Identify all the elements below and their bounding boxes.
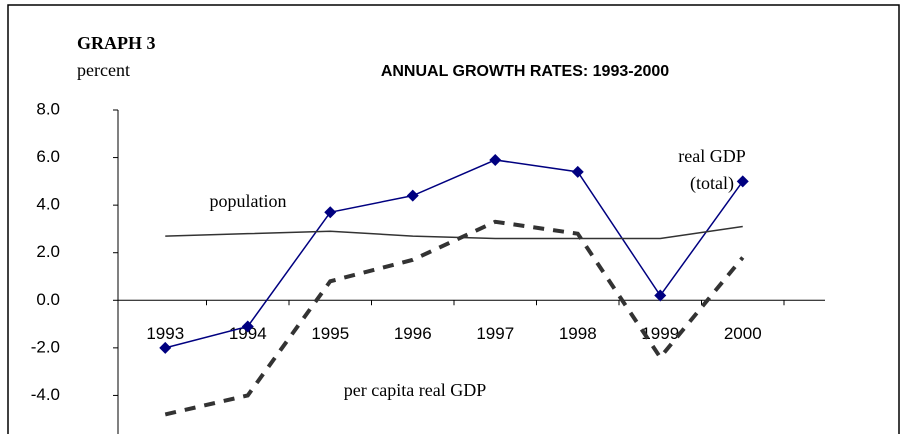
y-tick-label: 6.0 <box>36 147 60 166</box>
y-tick-label: -2.0 <box>31 337 60 356</box>
data-point <box>571 165 584 178</box>
x-tick-label: 1999 <box>641 324 679 343</box>
data-point <box>324 206 337 219</box>
series-label: per capita real GDP <box>344 380 486 400</box>
annotation: (total) <box>690 173 734 194</box>
x-tick-label: 2000 <box>724 324 762 343</box>
data-point <box>406 189 419 202</box>
y-tick-label: 0.0 <box>36 290 60 309</box>
data-point <box>489 153 502 166</box>
x-tick-label: 1997 <box>476 324 514 343</box>
data-point <box>654 289 667 302</box>
y-tick-label: 4.0 <box>36 195 60 214</box>
x-tick-label: 1998 <box>559 324 597 343</box>
y-tick-label: -4.0 <box>31 385 60 404</box>
x-tick-label: 1996 <box>394 324 432 343</box>
y-axis-label: percent <box>77 60 130 80</box>
series-label: population <box>210 191 287 211</box>
chart-frame <box>7 4 900 434</box>
chart-title: ANNUAL GROWTH RATES: 1993-2000 <box>381 63 669 80</box>
series-line <box>164 219 745 417</box>
x-tick-label: 1995 <box>311 324 349 343</box>
data-point <box>736 175 749 188</box>
y-tick-label: 2.0 <box>36 242 60 261</box>
series-line <box>165 159 744 349</box>
data-point <box>159 341 172 354</box>
graph-label: GRAPH 3 <box>77 33 156 53</box>
series-line <box>165 225 743 240</box>
x-tick-label: 1993 <box>146 324 184 343</box>
data-point <box>241 320 254 333</box>
series-label: real GDP <box>678 146 745 166</box>
y-tick-label: 8.0 <box>36 99 60 118</box>
